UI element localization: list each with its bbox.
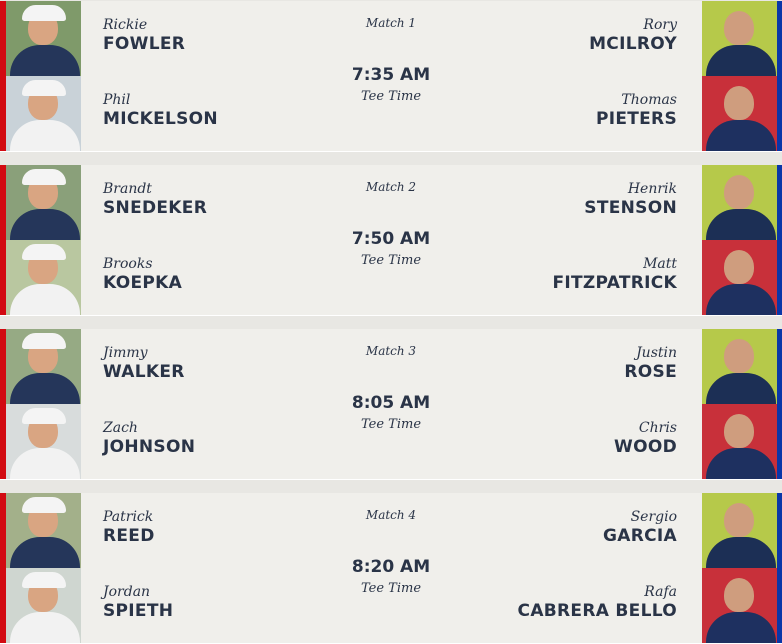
usa-player[interactable]: Patrick REED bbox=[103, 509, 155, 547]
europe-stripe bbox=[777, 1, 782, 151]
europe-player-photo bbox=[702, 329, 777, 404]
match-card[interactable]: Brandt SNEDEKER Henrik STENSON Brooks KOEPKA M… bbox=[0, 165, 782, 316]
player-last-name: PIETERS bbox=[595, 109, 677, 129]
usa-player-photo bbox=[6, 1, 81, 76]
player-last-name: KOEPKA bbox=[103, 273, 183, 293]
match-card[interactable]: Jimmy WALKER Justin ROSE Zach JOHNSON Chris WOO… bbox=[0, 329, 782, 480]
player-first-name: Brandt bbox=[103, 181, 152, 197]
europe-stripe bbox=[777, 165, 782, 315]
usa-player[interactable]: Brandt SNEDEKER bbox=[103, 181, 207, 219]
europe-player-photo bbox=[702, 165, 777, 240]
europe-player-photo bbox=[702, 76, 777, 151]
player-last-name: MICKELSON bbox=[103, 109, 218, 129]
usa-stripe bbox=[0, 493, 6, 643]
europe-player-photo bbox=[702, 493, 777, 568]
player-last-name: WOOD bbox=[614, 437, 677, 457]
match-card[interactable]: Patrick REED Sergio GARCIA Jordan SPIETH Rafa C… bbox=[0, 493, 782, 644]
player-last-name: WALKER bbox=[103, 362, 185, 382]
usa-player-photo bbox=[6, 240, 81, 315]
usa-player[interactable]: Zach JOHNSON bbox=[103, 420, 195, 458]
usa-player-photo bbox=[6, 76, 81, 151]
player-last-name: FITZPATRICK bbox=[552, 273, 677, 293]
player-first-name: Jimmy bbox=[103, 345, 148, 361]
player-last-name: ROSE bbox=[624, 362, 677, 382]
usa-player-photo bbox=[6, 165, 81, 240]
usa-player-photo bbox=[6, 568, 81, 643]
usa-player-photo bbox=[6, 329, 81, 404]
europe-player[interactable]: Thomas PIETERS bbox=[596, 92, 677, 130]
usa-player[interactable]: Phil MICKELSON bbox=[103, 92, 218, 130]
europe-player-photo bbox=[702, 568, 777, 643]
tee-time: 7:35 AM bbox=[351, 65, 431, 85]
europe-player[interactable]: Justin ROSE bbox=[624, 345, 677, 383]
tee-time: 8:20 AM bbox=[351, 557, 431, 577]
europe-player[interactable]: Rafa CABRERA BELLO bbox=[518, 584, 677, 622]
player-last-name: JOHNSON bbox=[103, 437, 196, 457]
tee-time: 7:50 AM bbox=[351, 229, 431, 249]
europe-stripe bbox=[777, 493, 782, 643]
match-label: Match 2 bbox=[365, 180, 417, 194]
player-last-name: FOWLER bbox=[103, 34, 186, 54]
europe-player[interactable]: Henrik STENSON bbox=[584, 181, 677, 219]
europe-player[interactable]: Rory MCILROY bbox=[589, 17, 677, 55]
player-last-name: REED bbox=[103, 526, 155, 546]
player-first-name: Rafa bbox=[644, 584, 677, 600]
player-first-name: Zach bbox=[103, 420, 138, 436]
player-first-name: Thomas bbox=[621, 92, 677, 108]
player-first-name: Jordan bbox=[103, 584, 151, 600]
tee-time-label: Tee Time bbox=[360, 253, 422, 268]
player-first-name: Chris bbox=[638, 420, 677, 436]
europe-stripe bbox=[777, 329, 782, 479]
match-label: Match 3 bbox=[365, 344, 417, 358]
match-label: Match 1 bbox=[365, 16, 417, 30]
player-first-name: Justin bbox=[636, 345, 677, 361]
player-last-name: SPIETH bbox=[103, 601, 174, 621]
match-label: Match 4 bbox=[365, 508, 417, 522]
europe-player[interactable]: Chris WOOD bbox=[614, 420, 677, 458]
europe-player-photo bbox=[702, 240, 777, 315]
usa-player[interactable]: Rickie FOWLER bbox=[103, 17, 185, 55]
usa-player[interactable]: Brooks KOEPKA bbox=[103, 256, 182, 294]
tee-time-label: Tee Time bbox=[360, 89, 422, 104]
player-first-name: Patrick bbox=[103, 509, 154, 525]
europe-player[interactable]: Sergio GARCIA bbox=[603, 509, 677, 547]
player-last-name: GARCIA bbox=[603, 526, 677, 546]
player-last-name: CABRERA BELLO bbox=[517, 601, 677, 621]
usa-stripe bbox=[0, 329, 6, 479]
player-first-name: Rory bbox=[643, 17, 677, 33]
player-first-name: Rickie bbox=[103, 17, 148, 33]
usa-stripe bbox=[0, 1, 6, 151]
usa-player-photo bbox=[6, 493, 81, 568]
usa-player[interactable]: Jordan SPIETH bbox=[103, 584, 173, 622]
player-first-name: Phil bbox=[103, 92, 131, 108]
match-card[interactable]: Rickie FOWLER Rory MCILROY Phil MICKELSON Thom… bbox=[0, 1, 782, 152]
tee-time: 8:05 AM bbox=[351, 393, 431, 413]
europe-player-photo bbox=[702, 1, 777, 76]
player-first-name: Henrik bbox=[627, 181, 677, 197]
europe-player-photo bbox=[702, 404, 777, 479]
player-first-name: Sergio bbox=[630, 509, 677, 525]
player-first-name: Matt bbox=[643, 256, 677, 272]
usa-player-photo bbox=[6, 404, 81, 479]
player-last-name: MCILROY bbox=[589, 34, 677, 54]
europe-player[interactable]: Matt FITZPATRICK bbox=[552, 256, 677, 294]
tee-time-label: Tee Time bbox=[360, 581, 422, 596]
player-first-name: Brooks bbox=[103, 256, 153, 272]
player-last-name: STENSON bbox=[584, 198, 677, 218]
usa-player[interactable]: Jimmy WALKER bbox=[103, 345, 185, 383]
tee-time-label: Tee Time bbox=[360, 417, 422, 432]
usa-stripe bbox=[0, 165, 6, 315]
player-last-name: SNEDEKER bbox=[103, 198, 208, 218]
